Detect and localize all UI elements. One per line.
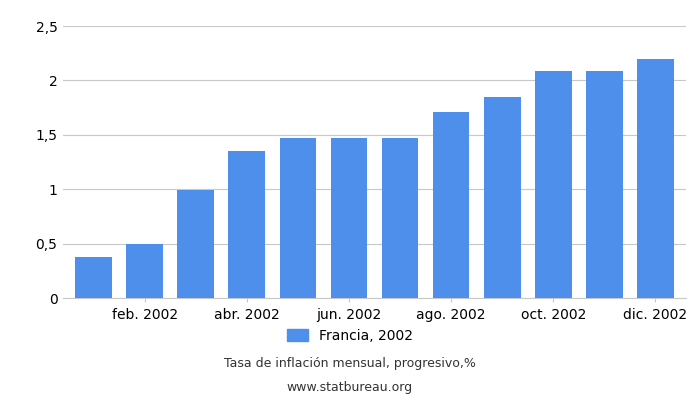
Bar — [382, 138, 419, 298]
Bar — [484, 97, 521, 298]
Bar — [586, 71, 623, 298]
Bar — [637, 59, 673, 298]
Text: Tasa de inflación mensual, progresivo,%: Tasa de inflación mensual, progresivo,% — [224, 358, 476, 370]
Bar — [535, 71, 572, 298]
Bar — [177, 190, 214, 298]
Bar — [76, 257, 112, 298]
Bar — [126, 244, 163, 298]
Bar — [330, 138, 368, 298]
Legend: Francia, 2002: Francia, 2002 — [281, 323, 419, 348]
Text: www.statbureau.org: www.statbureau.org — [287, 382, 413, 394]
Bar — [279, 138, 316, 298]
Bar — [228, 151, 265, 298]
Bar — [433, 112, 470, 298]
